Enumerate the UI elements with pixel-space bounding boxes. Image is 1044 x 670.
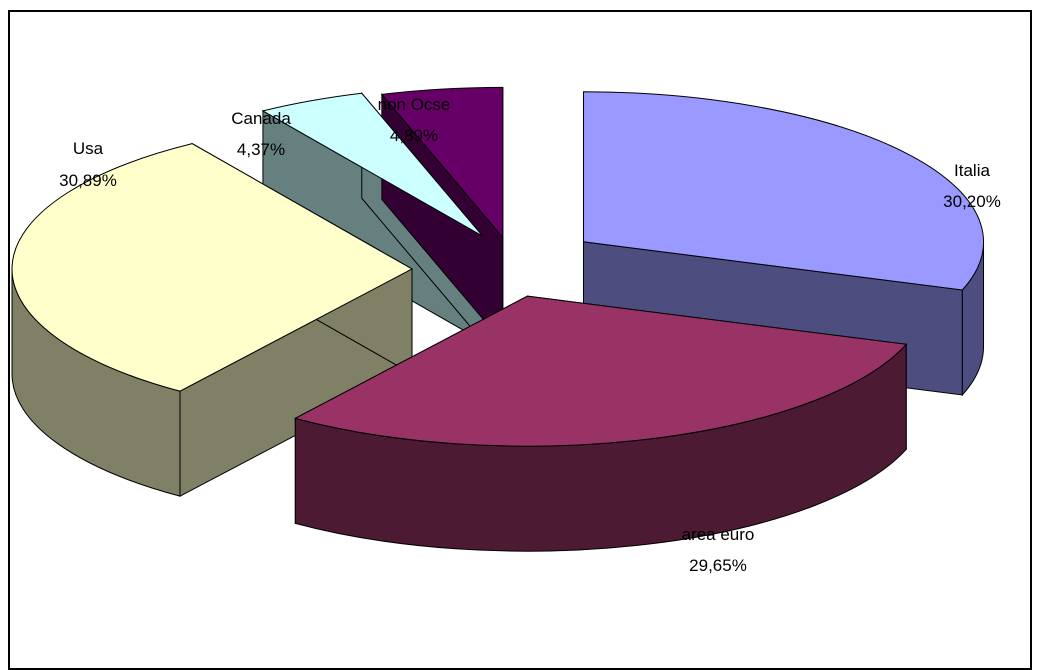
- slice-tops: [11, 86, 985, 447]
- slice-top-usa: [11, 143, 414, 392]
- label-usa-value: 30,89%: [59, 171, 117, 190]
- slice-top-italia: [583, 91, 985, 291]
- slice-top-canada: [261, 92, 484, 237]
- label-canada-value: 4,37%: [237, 140, 285, 159]
- slice-top-non-ocse: [380, 86, 504, 239]
- label-area-euro-name: area euro: [682, 525, 755, 544]
- slice-top-area-euro: [293, 295, 908, 447]
- label-non-ocse-value: 4,89%: [390, 126, 438, 145]
- label-usa-name: Usa: [73, 139, 104, 158]
- label-italia-value: 30,20%: [943, 192, 1001, 211]
- label-canada-name: Canada: [231, 109, 291, 128]
- label-area-euro-value: 29,65%: [689, 556, 747, 575]
- label-italia-name: Italia: [954, 161, 990, 180]
- label-non-ocse-name: non Ocse: [378, 95, 451, 114]
- slice-labels: Italia 30,20% area euro 29,65% Usa 30,89…: [59, 95, 1001, 575]
